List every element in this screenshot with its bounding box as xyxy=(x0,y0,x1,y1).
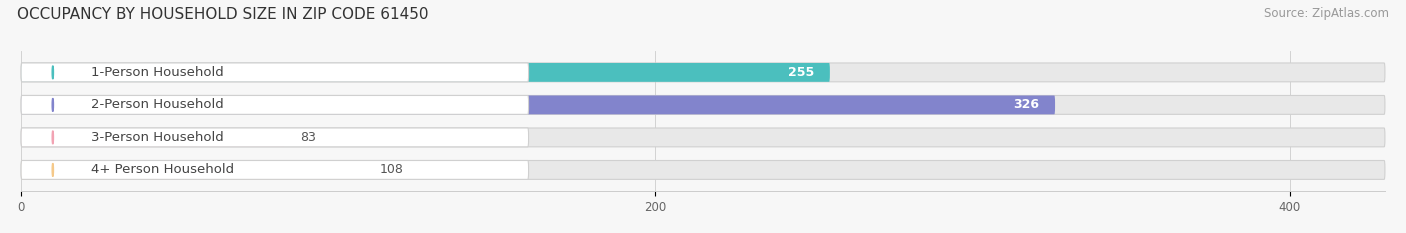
FancyBboxPatch shape xyxy=(21,63,529,82)
Text: 1-Person Household: 1-Person Household xyxy=(91,66,224,79)
Text: 3-Person Household: 3-Person Household xyxy=(91,131,224,144)
FancyBboxPatch shape xyxy=(21,63,1385,82)
FancyBboxPatch shape xyxy=(21,128,1385,147)
FancyBboxPatch shape xyxy=(21,96,1054,114)
Text: 2-Person Household: 2-Person Household xyxy=(91,98,224,111)
Text: 326: 326 xyxy=(1014,98,1039,111)
Text: Source: ZipAtlas.com: Source: ZipAtlas.com xyxy=(1264,7,1389,20)
Text: 83: 83 xyxy=(301,131,316,144)
FancyBboxPatch shape xyxy=(21,161,1385,179)
FancyBboxPatch shape xyxy=(21,96,529,114)
FancyBboxPatch shape xyxy=(21,63,830,82)
Text: 108: 108 xyxy=(380,163,404,176)
Text: OCCUPANCY BY HOUSEHOLD SIZE IN ZIP CODE 61450: OCCUPANCY BY HOUSEHOLD SIZE IN ZIP CODE … xyxy=(17,7,429,22)
FancyBboxPatch shape xyxy=(21,161,364,179)
FancyBboxPatch shape xyxy=(21,128,284,147)
FancyBboxPatch shape xyxy=(21,161,529,179)
FancyBboxPatch shape xyxy=(21,128,529,147)
FancyBboxPatch shape xyxy=(21,96,1385,114)
Text: 255: 255 xyxy=(787,66,814,79)
Text: 4+ Person Household: 4+ Person Household xyxy=(91,163,233,176)
